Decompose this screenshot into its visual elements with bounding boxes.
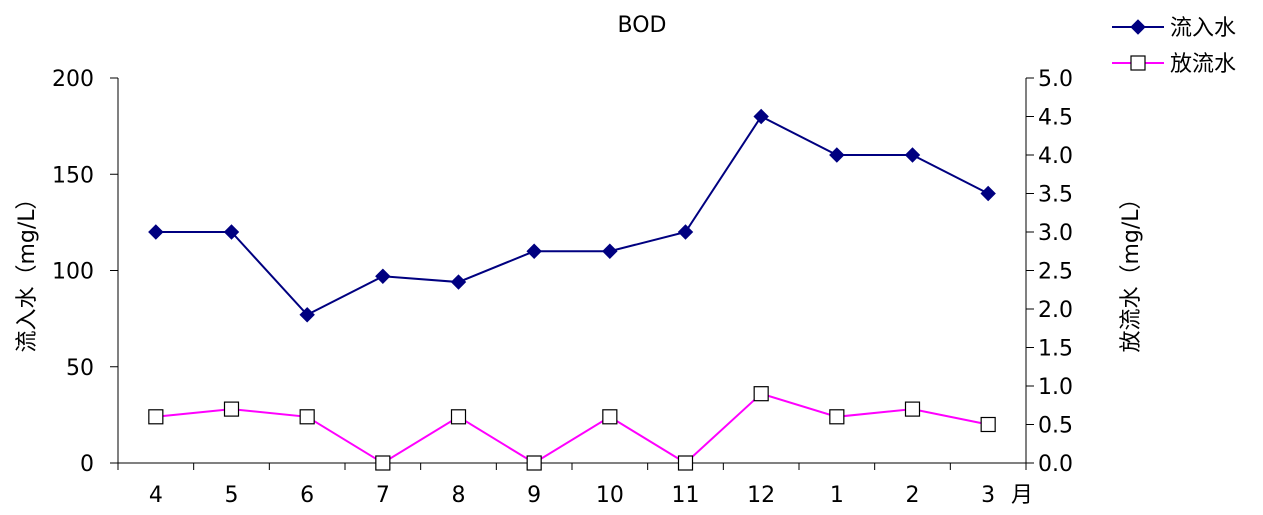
data-point-effluent: [148, 409, 164, 425]
data-point-effluent: [602, 409, 618, 425]
plot-area: 0 50 100 150 200 0.0 0.5 1.0 1.5 2.0 2.5 3.0 3.5 4.0 4…: [15, 67, 1144, 508]
series-line-effluent: [155, 392, 989, 465]
data-point-effluent: [829, 409, 845, 425]
y-right-tick-label: 4.0: [1038, 144, 1073, 169]
y-left-tick-label: 200: [52, 67, 94, 92]
data-point-effluent: [904, 401, 921, 417]
legend-label-effluent: 放流水: [1170, 52, 1236, 77]
chart-title: BOD: [618, 13, 667, 38]
x-tick-label: 10: [596, 483, 624, 508]
y-right-tick-label: 0.5: [1038, 414, 1073, 439]
data-point-influent: [526, 243, 542, 259]
data-point-influent: [299, 307, 315, 323]
data-point-effluent: [375, 455, 391, 471]
y-left-axis-label: 流入水（mg/L）: [15, 187, 40, 352]
y-left-tick-label: 50: [66, 356, 94, 381]
legend-marker: [1130, 19, 1146, 35]
y-right-tick-label: 1.0: [1038, 375, 1073, 400]
y-right-tick-label: 2.5: [1038, 260, 1073, 285]
data-point-influent: [223, 224, 240, 240]
x-axis-unit: 月: [1011, 483, 1033, 508]
data-point-effluent: [299, 409, 315, 425]
legend-marker: [1130, 55, 1146, 71]
x-tick-label: 4: [149, 483, 163, 508]
y-left-tick-label: 150: [52, 163, 94, 188]
data-point-influent: [677, 224, 694, 240]
data-point-effluent: [980, 416, 996, 433]
y-right-tick-label: 4.5: [1038, 106, 1073, 131]
legend-label-influent: 流入水: [1170, 16, 1236, 41]
data-point-effluent: [526, 455, 542, 471]
x-tick-label: 11: [672, 483, 700, 508]
data-point-influent: [148, 224, 164, 240]
x-tick-label: 5: [225, 483, 239, 508]
y-right-tick-label: 5.0: [1038, 67, 1073, 92]
data-point-influent: [904, 147, 921, 163]
data-point-effluent: [223, 401, 240, 417]
data-point-influent: [450, 274, 467, 290]
y-right-tick-label: 3.5: [1038, 183, 1073, 208]
x-tick-label: 3: [981, 483, 995, 508]
x-tick-label: 9: [527, 483, 541, 508]
data-point-effluent: [753, 386, 769, 402]
x-tick-label: 12: [747, 483, 775, 508]
x-tick-label: 6: [300, 483, 314, 508]
data-point-influent: [375, 268, 391, 284]
y-right-tick-label: 0.0: [1038, 452, 1073, 477]
y-left-tick-label: 0: [80, 452, 94, 477]
y-left-tick-label: 100: [52, 260, 94, 285]
x-tick-label: 2: [906, 483, 920, 508]
data-point-influent: [980, 185, 996, 202]
data-point-effluent: [677, 455, 694, 471]
data-point-influent: [753, 108, 769, 125]
x-tick-label: 1: [830, 483, 844, 508]
data-point-influent: [602, 243, 618, 259]
data-point-influent: [829, 147, 845, 163]
x-tick-label: 8: [452, 483, 466, 508]
y-right-axis-label: 放流水（mg/L）: [1119, 187, 1144, 352]
y-right-tick-label: 2.0: [1038, 298, 1073, 323]
x-tick-label: 7: [376, 483, 390, 508]
y-right-tick-label: 1.5: [1038, 337, 1073, 362]
data-point-effluent: [450, 409, 467, 425]
y-right-tick-label: 3.0: [1038, 221, 1073, 246]
series-line-influent: [155, 115, 989, 317]
